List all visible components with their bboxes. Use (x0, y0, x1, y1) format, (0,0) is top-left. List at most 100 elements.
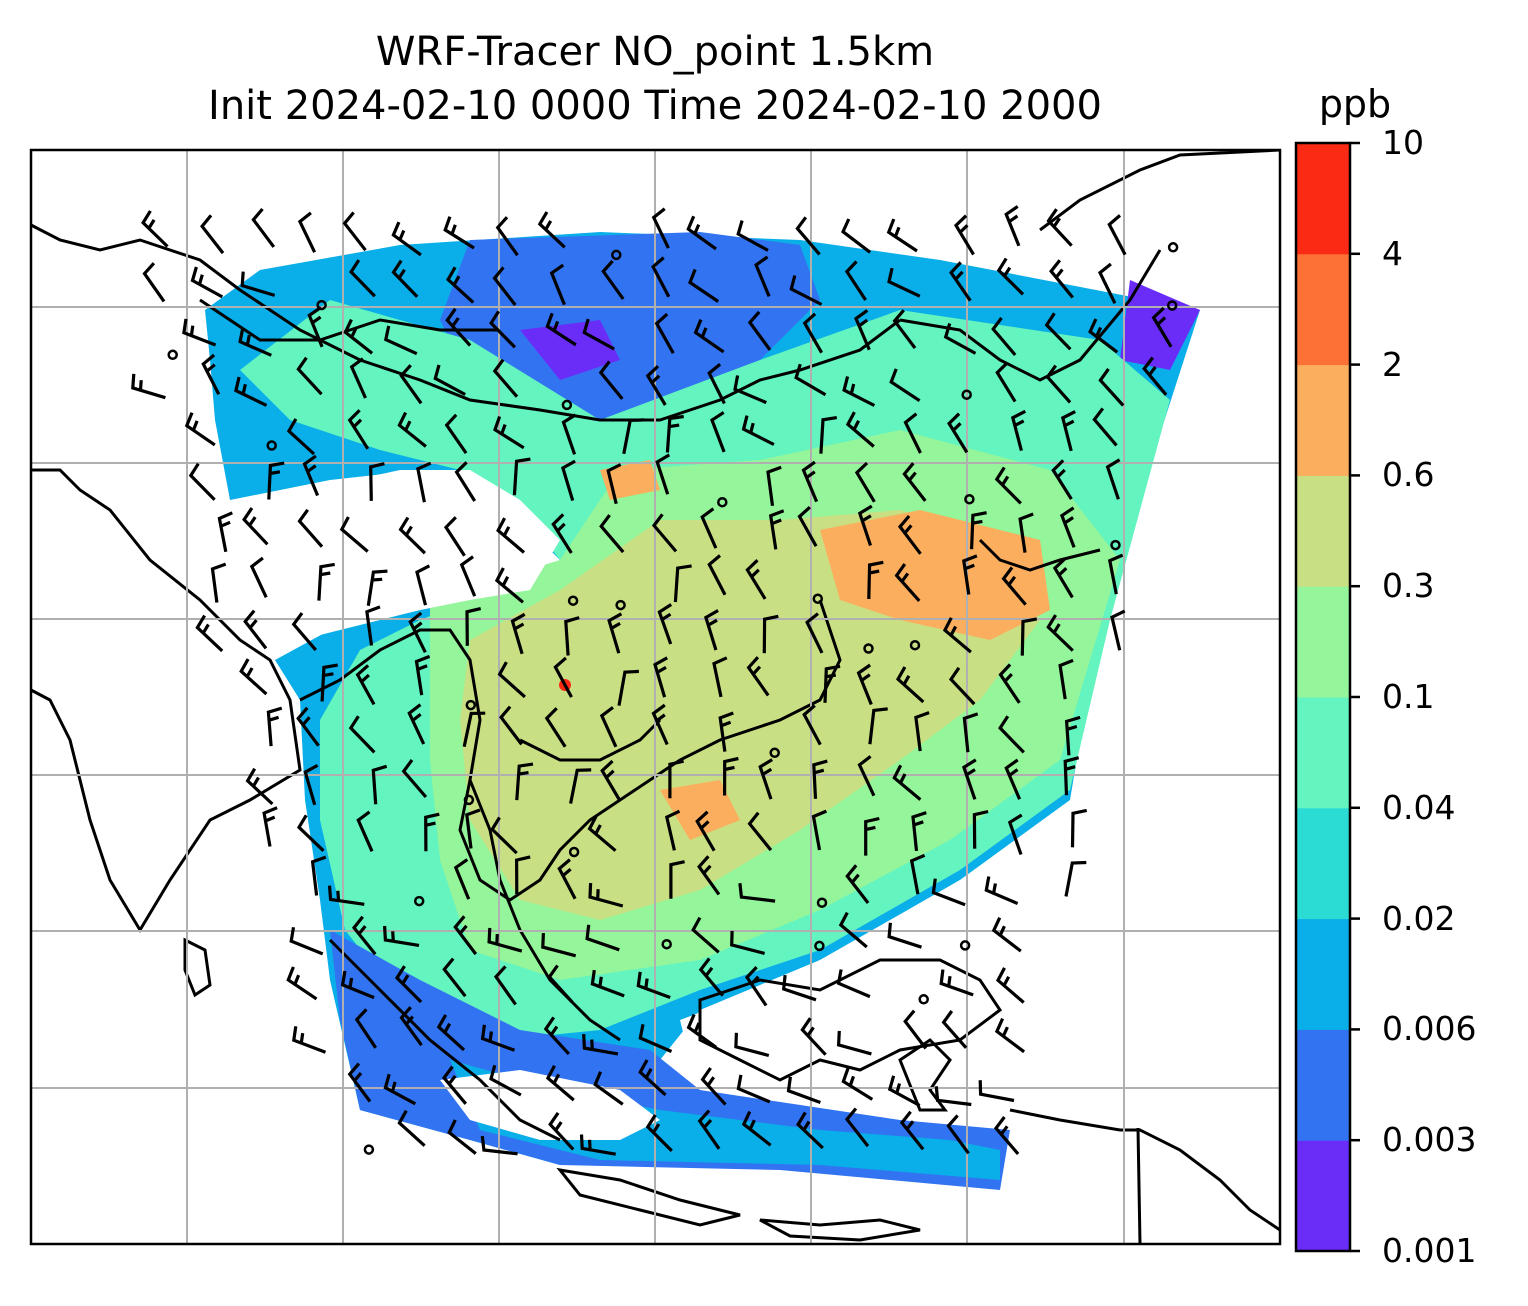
wind-barb (297, 508, 324, 548)
wind-barb (551, 513, 573, 554)
wind-barb (845, 864, 870, 904)
wind-barb (1064, 715, 1081, 756)
wind-barb (365, 605, 381, 646)
wind-barb (654, 312, 675, 354)
wind-barb (489, 1064, 522, 1097)
colorbar-tick-label: 10 (1382, 123, 1424, 162)
wind-barb (454, 461, 477, 502)
wind-barb (394, 965, 423, 1004)
wind-barb (297, 211, 317, 253)
border-interior-2 (519, 718, 662, 762)
wind-barb (1051, 459, 1073, 500)
wind-barb (636, 971, 671, 1000)
wind-barb (1052, 557, 1074, 599)
wind-barb (303, 763, 319, 806)
wind-barb (383, 1073, 417, 1106)
colorbar-segment (1296, 364, 1350, 476)
wind-barb (766, 465, 782, 507)
wind-barb (796, 1111, 824, 1150)
wind-barb (383, 925, 420, 947)
wind-barb (487, 927, 523, 953)
wind-barb (210, 562, 227, 603)
wind-barb (399, 364, 423, 405)
calm-wind-marker (959, 940, 971, 951)
wind-barb (736, 220, 769, 252)
wind-barb (1058, 658, 1074, 700)
wind-barb (700, 1067, 727, 1106)
wind-barb (343, 318, 374, 355)
wind-barb (548, 1111, 575, 1151)
wind-barb (889, 368, 921, 403)
wind-barb (801, 460, 819, 503)
wind-barb (800, 1017, 827, 1056)
colorbar-tick-label: 2 (1382, 344, 1403, 384)
wind-barb (953, 214, 975, 256)
wind-barb (1107, 214, 1127, 256)
wind-barb (934, 1086, 972, 1107)
wind-barb (510, 612, 526, 655)
plot-title-line-2: Init 2024-02-10 0000 Time 2024-02-10 200… (208, 83, 1102, 129)
wind-barb (723, 756, 739, 796)
coastline-taiwan-philippines (978, 538, 1101, 572)
wind-barb (700, 507, 718, 549)
wind-barb (407, 703, 426, 745)
colorbar-segment (1296, 918, 1350, 1030)
wind-barb (462, 711, 486, 748)
wind-barb (286, 418, 316, 456)
wind-barb (995, 361, 1017, 403)
wind-barb (946, 1114, 970, 1155)
wind-barb (931, 878, 966, 907)
wind-barb (453, 858, 471, 900)
wind-barb (698, 957, 725, 997)
wind-barb (897, 514, 922, 555)
colorbar-tick-label: 0.006 (1382, 1009, 1477, 1049)
coastline-srilanka (183, 937, 212, 998)
wind-barb (397, 411, 427, 448)
wind-barb (492, 358, 519, 398)
wind-barb (587, 815, 617, 852)
wind-barb (710, 411, 726, 453)
wind-barb (354, 1008, 378, 1049)
wind-barb (996, 257, 1025, 296)
wind-barb (292, 1026, 327, 1054)
wind-barb (494, 567, 525, 604)
calm-wind-marker (611, 249, 622, 261)
wind-barb (811, 809, 828, 851)
wind-barb (549, 263, 566, 306)
wind-barb (730, 930, 766, 955)
wind-barb (836, 1030, 872, 1056)
wind-barb (441, 1065, 468, 1105)
wind-barb (1063, 756, 1080, 796)
wind-barb (446, 266, 475, 304)
wind-barb (1020, 617, 1038, 656)
wind-barb (366, 569, 388, 606)
wind-barb (819, 416, 838, 454)
wind-barb (1045, 364, 1072, 404)
wind-barb (600, 759, 621, 801)
calm-wind-marker (363, 1144, 375, 1155)
coastline-lesser-sunda (759, 1218, 921, 1242)
wind-barb (245, 767, 274, 806)
calm-wind-marker (909, 639, 921, 651)
wind-barb (553, 656, 573, 698)
wind-barb (1059, 506, 1076, 548)
wind-barb (131, 373, 166, 400)
wind-barb (1107, 553, 1124, 595)
wind-barb (561, 413, 577, 455)
wind-barb (962, 712, 979, 753)
wind-barb (371, 764, 388, 805)
wind-barb (844, 260, 867, 301)
wind-barb (657, 603, 673, 645)
wind-barb (895, 666, 925, 704)
plot-title-line-1: WRF-Tracer NO_point 1.5km (375, 29, 935, 75)
wind-barb (1064, 860, 1087, 897)
wind-barb (453, 915, 478, 956)
wind-barb (512, 457, 531, 496)
calm-wind-marker (615, 599, 626, 611)
colorbar-tick-label: 0.003 (1382, 1120, 1477, 1160)
wind-barb (867, 560, 884, 600)
wind-barb (564, 616, 580, 656)
wind-barb (547, 964, 574, 1004)
colorbar-tick-label: 0.001 (1382, 1231, 1477, 1270)
wind-barb (948, 666, 976, 706)
